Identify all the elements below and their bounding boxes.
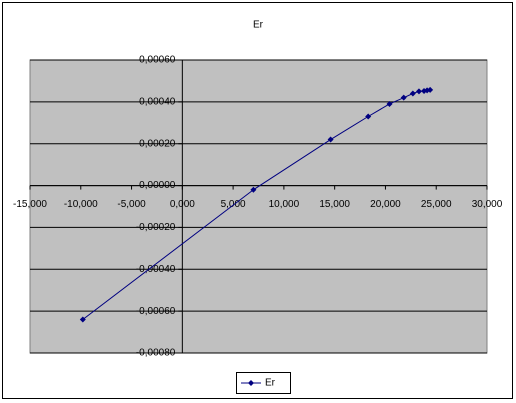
point <box>250 186 257 193</box>
point <box>365 113 372 120</box>
y-tick-label: 0,00020 <box>139 138 176 149</box>
y-tick-label: -0,00020 <box>136 222 176 233</box>
x-tick-label: -5,000 <box>117 199 146 210</box>
point <box>79 316 86 323</box>
point <box>427 86 434 93</box>
legend-label: Er <box>265 378 276 389</box>
x-tick-label: 15,000 <box>319 199 350 210</box>
y-tick-label: 0,00060 <box>139 55 176 66</box>
point <box>415 88 422 95</box>
point <box>409 90 416 97</box>
y-tick-label: 0,00040 <box>139 96 176 107</box>
plot-area <box>29 59 488 354</box>
point <box>327 136 334 143</box>
legend-marker <box>248 380 254 386</box>
legend: Er <box>236 372 291 394</box>
x-tick-label: 30,000 <box>472 199 503 210</box>
legend-box <box>236 372 291 394</box>
chart-title: Er <box>253 20 264 31</box>
point <box>386 100 393 107</box>
x-tick-label: -15,000 <box>13 199 47 210</box>
x-tick-label: 20,000 <box>370 199 401 210</box>
y-tick-label: -0,00080 <box>136 348 176 359</box>
x-tick-label: -10,000 <box>64 199 98 210</box>
y-tick-label: -0,00060 <box>136 306 176 317</box>
x-tick-label: 25,000 <box>421 199 452 210</box>
y-tick-label: -0,00040 <box>136 264 176 275</box>
point <box>400 94 407 101</box>
x-tick-label: 10,000 <box>269 199 300 210</box>
